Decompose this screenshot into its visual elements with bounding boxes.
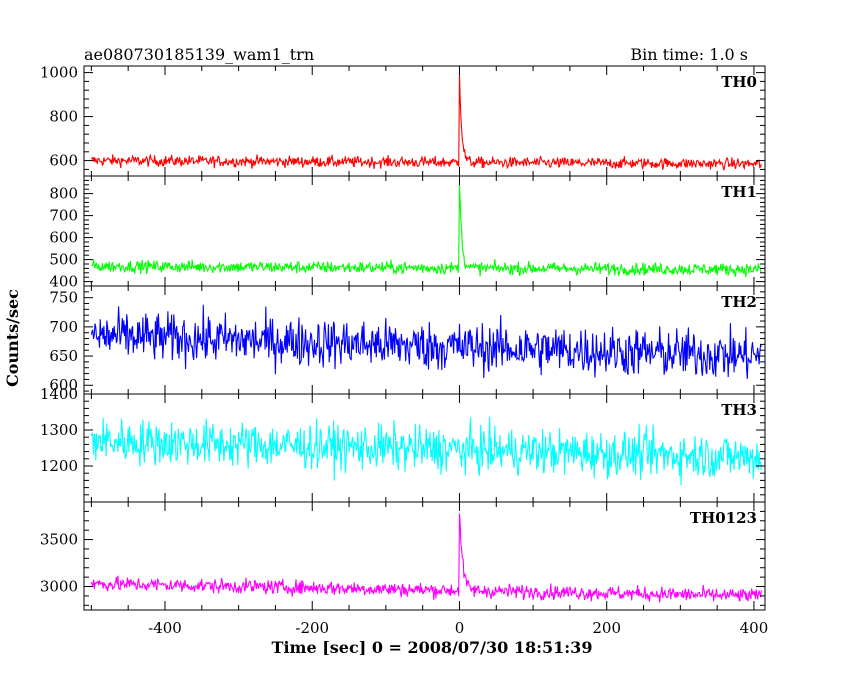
- series-line-th2: [90, 304, 762, 379]
- y-tick-label: 500: [49, 251, 78, 269]
- x-tick-label: 200: [592, 619, 621, 637]
- x-tick-label: 400: [740, 619, 769, 637]
- y-tick-label: 600: [49, 229, 78, 247]
- series-line-th1: [91, 184, 762, 278]
- panel-label-th2: TH2: [721, 293, 757, 311]
- chart-title: ae080730185139_wam1_trn: [84, 45, 314, 64]
- tick-layer: 600 800 1000 400 500 600 700 800 600 650 700 750 120…: [40, 64, 768, 637]
- y-tick-label: 750: [49, 289, 78, 307]
- panel-frame-th1: [83, 175, 766, 287]
- x-tick-label: 0: [455, 619, 465, 637]
- y-tick-label: 700: [49, 318, 78, 336]
- panel-label-th3: TH3: [721, 401, 757, 419]
- trace-layer: [90, 74, 762, 603]
- y-axis-label: Counts/sec: [3, 289, 22, 387]
- x-axis-label: Time [sec] 0 = 2008/07/30 18:51:39: [272, 638, 593, 657]
- series-line-th0123: [90, 513, 762, 603]
- y-tick-label: 1300: [40, 421, 78, 439]
- panel-label-th0123: TH0123: [690, 509, 757, 527]
- panel-frame-th0123: [83, 501, 766, 611]
- x-tick-label: -400: [148, 619, 182, 637]
- y-tick-label: 400: [49, 273, 78, 291]
- y-tick-label: 600: [49, 152, 78, 170]
- panel-label-th0: TH0: [721, 73, 757, 91]
- frame-layer: TH0 TH1 TH2 TH3 TH0123: [83, 65, 766, 611]
- y-tick-label: 3500: [40, 531, 78, 549]
- y-tick-label: 800: [49, 108, 78, 126]
- y-tick-label: 700: [49, 207, 78, 225]
- series-line-th3: [90, 416, 762, 486]
- y-tick-label: 1400: [40, 385, 78, 403]
- chart-subtitle: Bin time: 1.0 s: [630, 45, 748, 64]
- y-tick-label: 800: [49, 185, 78, 203]
- y-tick-label: 3000: [40, 578, 78, 596]
- panel-label-th1: TH1: [721, 183, 757, 201]
- x-tick-label: -200: [295, 619, 329, 637]
- y-tick-label: 600: [49, 376, 78, 394]
- y-tick-label: 1000: [40, 64, 78, 82]
- y-tick-label: 650: [49, 347, 78, 365]
- y-tick-label: 1200: [40, 457, 78, 475]
- series-line-th0: [90, 74, 762, 171]
